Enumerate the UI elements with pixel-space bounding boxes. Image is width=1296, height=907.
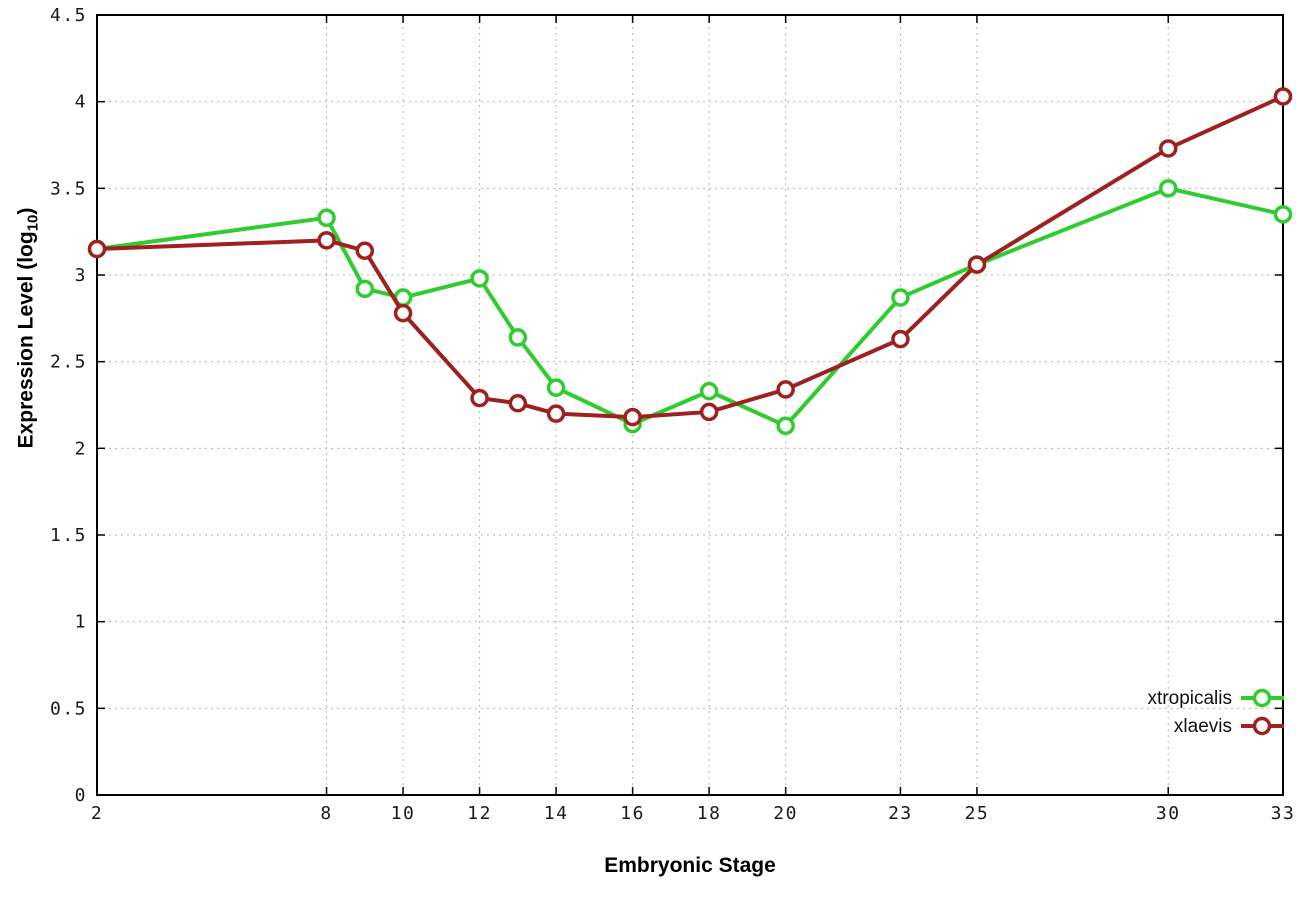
y-tick-label: 0 [75,785,87,806]
data-point-xlaevis [623,407,642,427]
data-point-xtropicalis [546,378,566,397]
x-tick-label: 12 [467,803,492,824]
x-tick-label: 33 [1271,803,1296,824]
data-point-xlaevis [891,329,910,349]
data-point-xtropicalis [470,269,489,288]
data-point-xlaevis [1273,87,1293,106]
y-axis-title: Expression Level (log10) [14,208,41,449]
y-axis-title-close: ) [14,207,38,215]
x-tick-label: 8 [320,803,332,824]
legend-label-xlaevis: xlaevis [1174,716,1232,737]
y-axis-title-subscript: 10 [24,214,42,232]
y-tick-label: 2.5 [50,352,87,373]
data-point-xlaevis [1158,139,1178,158]
data-point-xlaevis [87,239,107,259]
y-tick-label: 3.5 [50,178,87,199]
data-point-xlaevis [508,394,528,413]
x-tick-label: 2 [91,803,103,824]
y-tick-label: 2 [75,438,87,459]
y-tick-label: 3 [75,265,87,286]
y-tick-label: 0.5 [50,698,87,719]
y-tick-label: 1.5 [50,525,87,546]
y-tick-label: 4.5 [50,5,87,26]
data-point-xlaevis [470,388,489,408]
data-point-xlaevis [546,404,566,423]
data-point-xtropicalis [891,288,910,307]
y-tick-label: 4 [75,92,87,113]
data-point-xtropicalis [776,416,795,436]
x-axis-title-text: Embryonic Stage [604,854,776,877]
data-point-xtropicalis [699,381,719,401]
legend-marker-xtropicalis [1252,688,1272,708]
data-point-xlaevis [776,380,795,399]
series-xtropicalis [87,179,1293,436]
data-point-xtropicalis [317,208,336,228]
data-point-xtropicalis [508,328,528,347]
data-point-xlaevis [393,303,413,323]
x-tick-label: 30 [1156,803,1181,824]
x-tick-label: 20 [773,803,798,824]
legend-marker-xlaevis [1252,716,1272,736]
series-line-xlaevis [95,94,1285,420]
x-tick-label: 10 [391,803,416,824]
plot-border [96,14,1284,796]
x-axis-title: Embryonic Stage [604,854,776,878]
data-point-xlaevis [699,402,719,422]
data-point-xtropicalis [355,279,375,299]
series-line-xtropicalis [95,186,1285,428]
data-point-xlaevis [967,255,987,274]
legend: xtropicalis xlaevis [1148,688,1284,737]
x-tick-label: 23 [888,803,913,824]
y-axis-title-text: Expression Level (log [14,231,38,449]
x-tick-label: 14 [544,803,569,824]
data-point-xlaevis [317,231,336,250]
data-point-xlaevis [355,241,375,260]
data-point-xtropicalis [1158,179,1178,198]
series-xlaevis [87,87,1293,427]
data-point-xtropicalis [1273,205,1293,224]
x-tick-label: 18 [697,803,722,824]
legend-label-xtropicalis: xtropicalis [1148,688,1232,709]
x-tick-label: 25 [965,803,990,824]
x-tick-label: 16 [620,803,645,824]
y-tick-label: 1 [75,612,87,633]
